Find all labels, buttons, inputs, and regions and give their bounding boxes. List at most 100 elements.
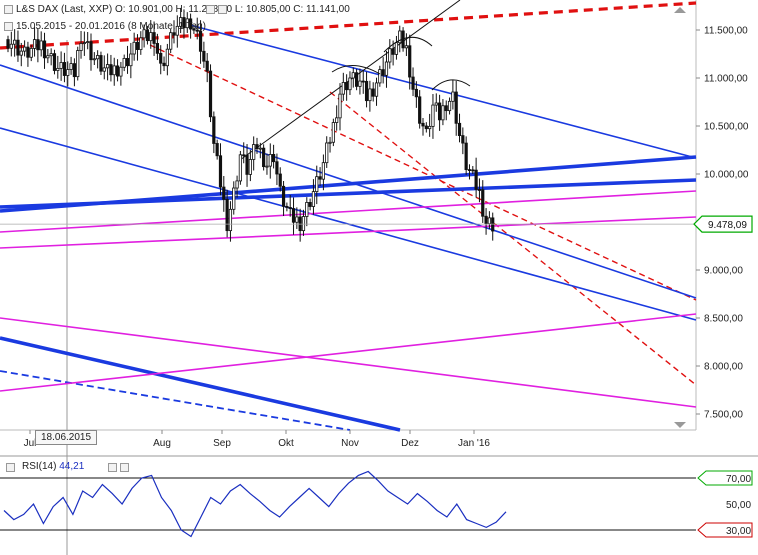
candle-body: [278, 173, 282, 187]
candle-body: [42, 40, 47, 59]
candle-body: [437, 102, 442, 121]
candle-body: [305, 202, 309, 217]
candle-body: [49, 53, 53, 57]
candle-body: [411, 76, 415, 90]
rsi-level-tag: [697, 522, 753, 538]
candle-body: [321, 162, 326, 180]
candle-body: [428, 125, 432, 130]
x-tick-label: Nov: [341, 438, 359, 449]
candle-body: [248, 159, 252, 175]
candle-body: [185, 18, 189, 29]
candle-body: [202, 50, 206, 62]
candle-body: [149, 32, 153, 42]
trend-blue-left: [0, 64, 697, 299]
candle-body: [295, 216, 299, 223]
candle-body: [348, 77, 352, 91]
candle-body: [467, 169, 472, 171]
candle-body: [139, 37, 143, 50]
candle-body: [361, 80, 365, 83]
candle-body: [182, 17, 186, 29]
trend-blue-thick-2: [0, 178, 697, 209]
candle-body: [424, 125, 428, 130]
trend-blue-upper: [189, 24, 697, 159]
candle-body: [315, 176, 319, 193]
candle-body: [132, 41, 136, 55]
candle-body: [378, 69, 382, 84]
candle-body: [404, 45, 409, 49]
candle-body: [135, 41, 140, 50]
scroll-up-icon[interactable]: [674, 7, 686, 13]
candle-body: [119, 66, 123, 77]
x-tick-label: Aug: [153, 438, 171, 449]
candle-body: [281, 185, 286, 207]
scroll-down-icon[interactable]: [674, 422, 686, 428]
candle-body: [175, 25, 179, 36]
candle-body: [245, 154, 249, 175]
candle-body: [242, 154, 246, 157]
candle-body: [39, 40, 43, 51]
y-tick-label: 10.000,00: [704, 170, 749, 181]
candle-body: [195, 29, 199, 32]
y-tick-label: 9.000,00: [704, 266, 743, 277]
candle-body: [79, 43, 83, 51]
y-tick-label: 11.000,00: [704, 74, 748, 85]
low-value: L: 10.805,00: [234, 4, 291, 15]
rsi-line: [3, 470, 507, 538]
candle-body: [99, 55, 103, 72]
candle-body: [262, 147, 266, 168]
candle-body: [228, 208, 233, 232]
ohlc-header: L&S DAX (Last, XXP) O: 10.901,00 H: 11.2…: [16, 4, 350, 15]
candle-body: [208, 70, 213, 118]
candle-body: [351, 72, 355, 79]
candle-body: [388, 48, 392, 63]
candle-body: [112, 65, 116, 76]
candle-body: [115, 65, 120, 77]
trend-magenta-3: [0, 313, 697, 392]
candle-body: [62, 62, 67, 76]
candle-body: [381, 69, 385, 76]
candle-body: [311, 191, 316, 207]
trend-red-dashed-top: [0, 1, 697, 50]
close-icon[interactable]: [218, 5, 227, 14]
candle-body: [255, 144, 259, 150]
collapse-icon[interactable]: [4, 22, 13, 31]
close-icon[interactable]: [120, 463, 129, 472]
trend-red-dashed-low: [329, 91, 697, 386]
candle-body: [59, 62, 63, 69]
trend-magenta-4: [0, 317, 697, 408]
candle-body: [192, 28, 196, 31]
candle-body: [46, 55, 50, 59]
candle-body: [418, 96, 422, 124]
candle-body: [328, 141, 332, 144]
rsi-level-label: 50,00: [726, 500, 751, 511]
candle-body: [238, 154, 242, 182]
candle-body: [32, 39, 37, 49]
rsi-level-label: 30,00: [726, 526, 751, 537]
x-tick-label: Sep: [213, 438, 231, 449]
rsi-level-tag: [697, 470, 753, 486]
candle-body: [26, 46, 30, 58]
candle-body: [9, 43, 13, 49]
trend-red-dashed-mid: [149, 44, 697, 301]
candle-body: [414, 88, 418, 98]
candle-body: [212, 116, 216, 144]
settings-icon[interactable]: [108, 463, 117, 472]
candle-body: [106, 64, 110, 69]
candle-body: [441, 105, 445, 121]
candle-body: [179, 17, 183, 27]
candle-body: [481, 189, 485, 217]
y-tick-label: 8.500,00: [704, 314, 743, 325]
candle-body: [89, 41, 93, 61]
collapse-icon[interactable]: [6, 463, 15, 472]
candle-body: [92, 58, 96, 61]
candle-body: [159, 52, 163, 64]
candle-body: [431, 104, 435, 127]
candle-body: [13, 39, 17, 45]
candle-body: [265, 165, 269, 168]
close-value: C: 11.141,00: [293, 4, 350, 15]
y-tick-label: 10.500,00: [704, 122, 749, 133]
collapse-icon[interactable]: [4, 5, 13, 14]
settings-icon[interactable]: [206, 5, 215, 14]
y-tick-label: 7.500,00: [704, 410, 743, 421]
